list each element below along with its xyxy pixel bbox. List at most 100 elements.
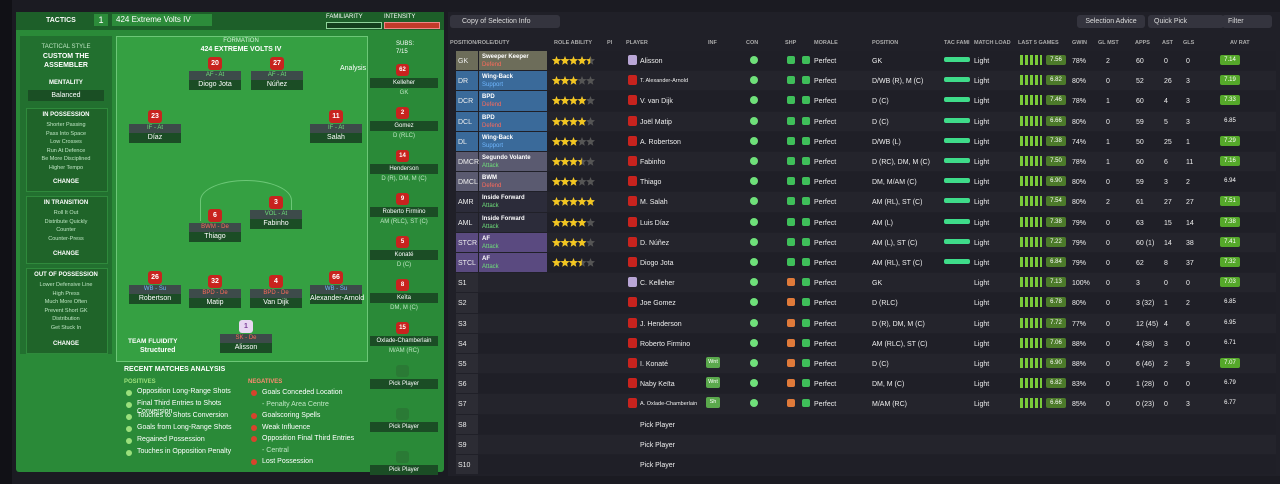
- role-cell[interactable]: [479, 253, 547, 273]
- role: IF - At: [129, 124, 181, 133]
- player[interactable]: Luis Díaz: [640, 219, 670, 227]
- table-row: [456, 434, 1276, 454]
- role-cell[interactable]: [479, 91, 547, 111]
- player[interactable]: Thiago: [640, 179, 662, 187]
- position: D (C): [872, 361, 889, 368]
- tactic-name[interactable]: 424 Extreme Volts IV: [112, 14, 212, 26]
- analysis-title[interactable]: RECENT MATCHES ANALYSIS: [124, 366, 226, 373]
- role-cell[interactable]: [479, 71, 547, 91]
- bench-name[interactable]: Gomez: [370, 121, 438, 131]
- player-shirt: [628, 236, 637, 247]
- role-cell[interactable]: [479, 172, 547, 192]
- gls: 2: [1186, 300, 1190, 308]
- role-cell[interactable]: [479, 111, 547, 131]
- filter-button[interactable]: Filter: [1222, 15, 1272, 28]
- change-button[interactable]: CHANGE: [52, 251, 79, 257]
- column-header[interactable]: APPS: [1135, 40, 1150, 46]
- column-header[interactable]: GWIN: [1072, 40, 1087, 46]
- column-header[interactable]: AST: [1162, 40, 1173, 46]
- column-header[interactable]: AV RAT: [1230, 40, 1250, 46]
- role-cell[interactable]: [479, 212, 547, 232]
- player-name[interactable]: Matip: [189, 298, 241, 308]
- change-button[interactable]: CHANGE: [52, 341, 79, 347]
- player-shirt: [628, 297, 637, 308]
- role-cell[interactable]: [479, 152, 547, 172]
- player[interactable]: Joël Matip: [640, 118, 672, 126]
- column-header[interactable]: INF: [708, 40, 717, 46]
- player[interactable]: D. Núñez: [640, 239, 670, 247]
- player[interactable]: M. Salah: [640, 199, 668, 207]
- role-cell[interactable]: [479, 131, 547, 151]
- bench-name[interactable]: Oxlade-Chamberlain: [370, 336, 438, 346]
- player-name[interactable]: Thiago: [189, 232, 241, 242]
- bench-name[interactable]: Kelleher: [370, 78, 438, 88]
- role-cell[interactable]: [479, 232, 547, 252]
- player[interactable]: Roberto Firmino: [640, 340, 691, 348]
- player-name[interactable]: Núñez: [251, 80, 303, 90]
- role-cell[interactable]: [479, 51, 547, 71]
- player-name[interactable]: Van Dijk: [250, 298, 302, 308]
- column-header[interactable]: GLS: [1183, 40, 1195, 46]
- mentality[interactable]: Balanced: [28, 90, 104, 101]
- morale: Perfect: [814, 58, 837, 65]
- player[interactable]: Diogo Jota: [640, 260, 674, 267]
- analysis-button[interactable]: Analysis: [340, 65, 367, 72]
- slot: DMCL: [458, 179, 478, 187]
- av-rat: 7.41: [1220, 236, 1240, 247]
- column-header[interactable]: GL MST: [1098, 40, 1119, 46]
- advice-button[interactable]: Selection Advice: [1077, 15, 1145, 28]
- player[interactable]: Pick Player: [640, 441, 676, 449]
- player[interactable]: Pick Player: [640, 462, 676, 469]
- match-load: Light: [974, 381, 990, 389]
- slot-cell: [456, 313, 478, 333]
- player-name[interactable]: Robertson: [129, 294, 181, 304]
- column-header[interactable]: LAST 5 GAMES: [1018, 40, 1059, 46]
- player-name[interactable]: Alexander-Arnold: [310, 294, 365, 304]
- bench-name[interactable]: Henderson: [370, 164, 438, 174]
- column-header[interactable]: MATCH LOAD: [974, 40, 1011, 46]
- player[interactable]: V. van Dijk: [640, 98, 673, 106]
- last5-bars: [1020, 398, 1042, 409]
- player[interactable]: T. Alexander-Arnold: [640, 78, 688, 85]
- player[interactable]: Pick Player: [640, 421, 676, 429]
- av-rat: 6.77: [1224, 400, 1236, 407]
- bench-name[interactable]: Pick Player: [370, 465, 438, 475]
- player[interactable]: C. Kelleher: [640, 280, 675, 288]
- bench-name[interactable]: Pick Player: [370, 422, 438, 432]
- change-button[interactable]: CHANGE: [52, 179, 79, 185]
- shirt: 27: [270, 57, 284, 70]
- column-header[interactable]: PI: [607, 40, 613, 46]
- column-header[interactable]: CON: [746, 40, 759, 46]
- player-name[interactable]: Díaz: [129, 133, 181, 143]
- quick-pick-button[interactable]: Quick Pick: [1148, 15, 1224, 28]
- player[interactable]: Fabinho: [640, 159, 666, 166]
- column-header[interactable]: TAC FAMI: [944, 40, 970, 46]
- bench-name[interactable]: Roberto Firmino: [370, 207, 438, 217]
- player[interactable]: Joe Gomez: [640, 300, 676, 308]
- bench-name[interactable]: Keïta: [370, 293, 438, 303]
- tac-fami-bar: [944, 178, 970, 184]
- gls: 3: [1186, 401, 1190, 409]
- player[interactable]: Alisson: [640, 58, 663, 65]
- column-header[interactable]: SHP: [785, 40, 797, 46]
- player[interactable]: J. Henderson: [640, 320, 682, 328]
- column-header[interactable]: POSITION/ROLE/DUTY: [450, 40, 510, 46]
- player[interactable]: Naby Keïta: [640, 381, 675, 389]
- role-cell[interactable]: [479, 192, 547, 212]
- player[interactable]: A. Robertson: [640, 138, 681, 146]
- bench-name[interactable]: Konaté: [370, 250, 438, 260]
- view-button[interactable]: Copy of Selection Info: [450, 15, 560, 28]
- player-name[interactable]: Alisson: [220, 343, 272, 353]
- player[interactable]: A. Oxlade-Chamberlain: [640, 401, 698, 408]
- bench-name[interactable]: Pick Player: [370, 379, 438, 389]
- player-name[interactable]: Fabinho: [250, 219, 302, 229]
- column-header[interactable]: MORALE: [814, 40, 838, 46]
- player-name[interactable]: Diogo Jota: [189, 80, 241, 90]
- morale: Perfect: [814, 199, 837, 207]
- column-header[interactable]: PLAYER: [626, 40, 648, 46]
- column-header[interactable]: POSITION: [872, 40, 899, 46]
- column-header[interactable]: ROLE ABILITY: [554, 40, 592, 46]
- slot[interactable]: 1: [94, 14, 108, 26]
- player[interactable]: I. Konaté: [640, 361, 669, 368]
- player-name[interactable]: Salah: [310, 133, 362, 143]
